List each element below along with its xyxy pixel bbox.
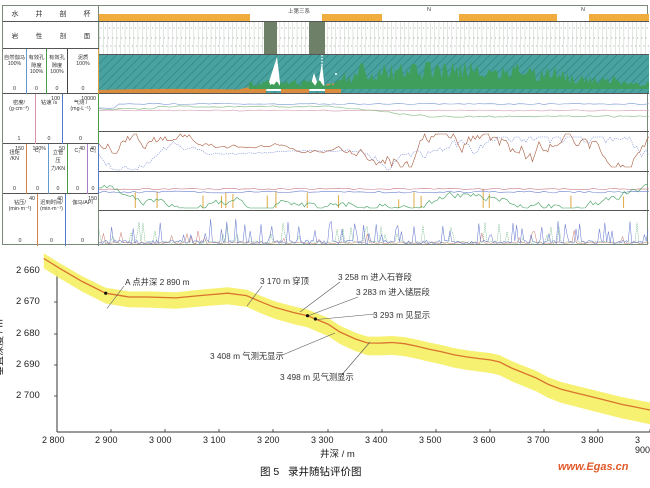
svg-text:3 283 m 进入储层段: 3 283 m 进入储层段	[356, 287, 430, 297]
svg-text:A 点井深 2 890 m: A 点井深 2 890 m	[125, 277, 190, 287]
svg-text:3 170 m 穿顶: 3 170 m 穿顶	[260, 276, 309, 286]
svg-text:3 408 m 气测无显示: 3 408 m 气测无显示	[210, 351, 284, 361]
svg-text:3 498 m 见气测显示: 3 498 m 见气测显示	[280, 372, 354, 382]
svg-text:3 293 m 见显示: 3 293 m 见显示	[373, 310, 430, 320]
svg-text:3 258 m 进入石脊段: 3 258 m 进入石脊段	[338, 272, 412, 282]
